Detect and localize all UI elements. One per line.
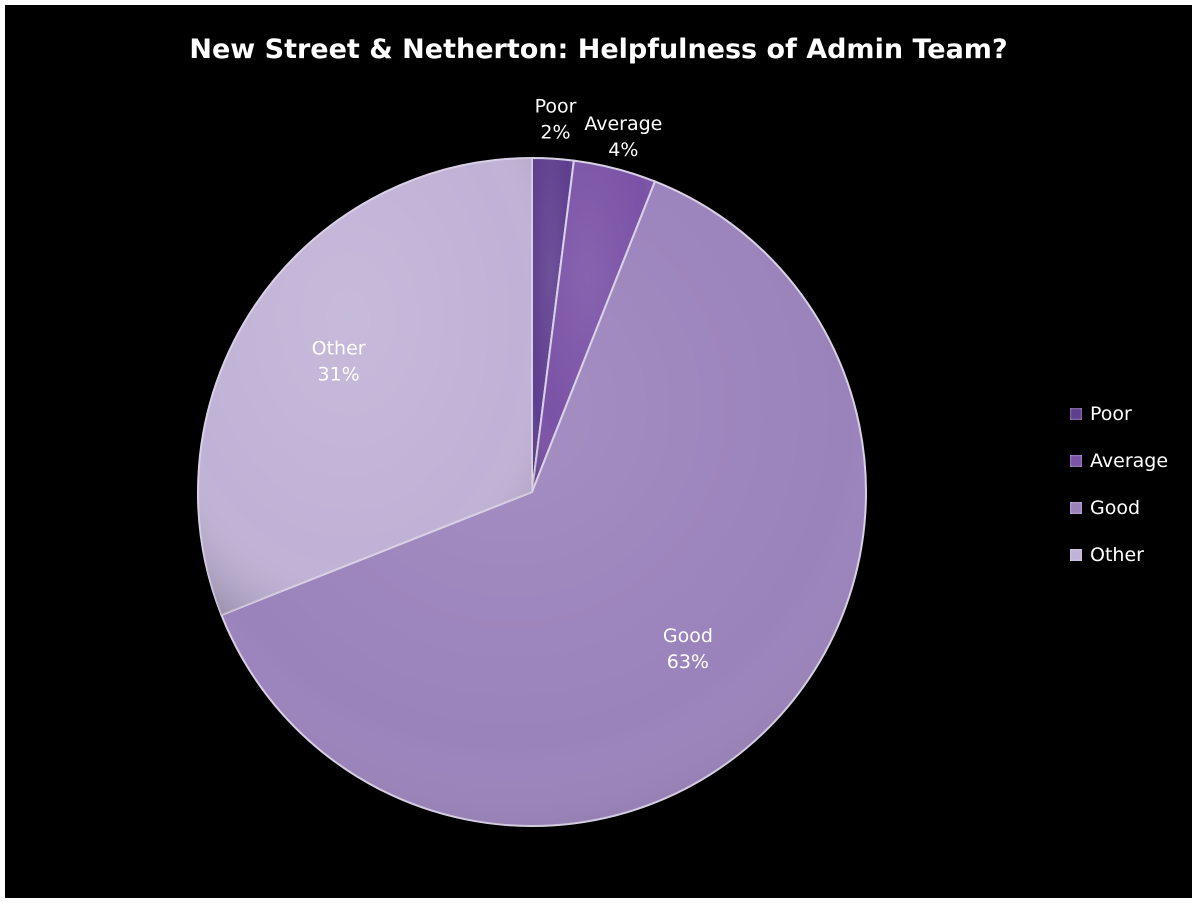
legend-label-good: Good [1090, 497, 1141, 519]
data-label-value-poor: 2% [540, 122, 570, 144]
legend-label-other: Other [1090, 544, 1144, 566]
data-label-value-good: 63% [667, 651, 709, 673]
data-label-category-other: Other [312, 338, 366, 360]
legend-item-average: Average [1070, 449, 1168, 473]
data-label-category-good: Good [663, 625, 713, 647]
data-label-value-other: 31% [318, 364, 360, 386]
legend-item-other: Other [1070, 543, 1168, 567]
chart-title: New Street & Netherton: Helpfulness of A… [189, 34, 1008, 65]
legend-item-poor: Poor [1070, 402, 1168, 426]
legend-label-average: Average [1090, 450, 1169, 472]
data-label-category-average: Average [584, 113, 662, 135]
legend-swatch-other [1070, 549, 1082, 561]
pie-slice-shading-other [197, 158, 532, 615]
legend-swatch-poor [1070, 408, 1082, 420]
pie-slices [197, 156, 867, 827]
legend-item-good: Good [1070, 496, 1168, 520]
legend: Poor Average Good Other [1070, 402, 1168, 590]
data-label-category-poor: Poor [535, 96, 577, 118]
legend-label-poor: Poor [1090, 403, 1132, 425]
pie-slice-shading-good [221, 181, 866, 826]
legend-swatch-good [1070, 502, 1082, 514]
data-label-value-average: 4% [608, 139, 638, 161]
pie-slice-shading-average [532, 160, 655, 493]
pie-data-labels: Poor 2% Average 4% Good 63% Other 31% [312, 96, 713, 673]
legend-swatch-average [1070, 455, 1082, 467]
